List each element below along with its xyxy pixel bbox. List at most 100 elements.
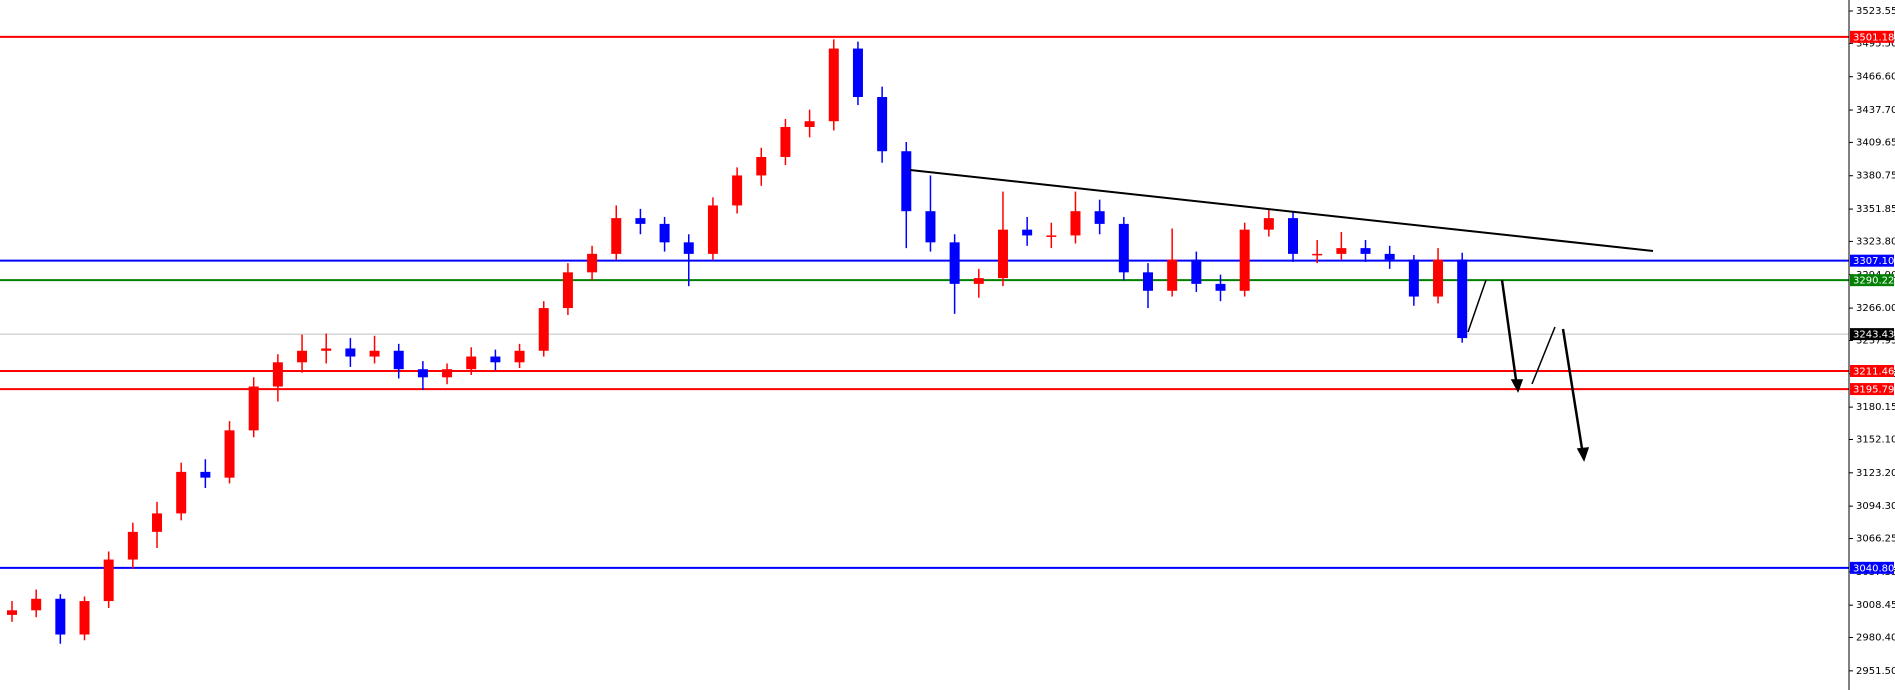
price-label: 3195.79 bbox=[1853, 385, 1894, 396]
candle-body bbox=[369, 350, 380, 357]
candle-body bbox=[1167, 259, 1178, 291]
candle-body bbox=[1288, 218, 1299, 254]
candle-body bbox=[562, 272, 573, 309]
candle-body bbox=[683, 242, 694, 254]
candle-body bbox=[611, 218, 622, 254]
price-label-box bbox=[1850, 383, 1894, 396]
price-label-box bbox=[1850, 364, 1894, 377]
price-label-box bbox=[1850, 30, 1894, 43]
candle-body bbox=[780, 126, 791, 157]
price-label: 3040.80 bbox=[1853, 563, 1894, 574]
candle-body bbox=[804, 121, 815, 127]
candle-body bbox=[635, 218, 646, 224]
y-tick-label: 3523.55 bbox=[1856, 6, 1895, 17]
y-tick-label: 3180.15 bbox=[1856, 402, 1895, 413]
candle-body bbox=[272, 362, 283, 387]
price-label: 3290.22 bbox=[1853, 276, 1894, 287]
candle-body bbox=[1360, 248, 1371, 254]
candle-body bbox=[587, 253, 598, 273]
candle-body bbox=[127, 531, 138, 560]
candle-body bbox=[7, 610, 17, 615]
candle-body bbox=[1384, 253, 1395, 260]
candle-body bbox=[200, 471, 211, 478]
y-tick-label: 3266.00 bbox=[1856, 303, 1895, 314]
candle-body bbox=[345, 348, 356, 357]
arrow-line bbox=[1467, 279, 1487, 333]
y-tick-label: 3437.70 bbox=[1856, 105, 1895, 116]
candle-body bbox=[224, 430, 235, 478]
price-label: 3243.43 bbox=[1853, 330, 1894, 341]
projection bbox=[1467, 279, 1590, 462]
y-tick-label: 3409.65 bbox=[1856, 137, 1895, 148]
candle-body bbox=[1046, 235, 1057, 237]
y-tick-label: 3237.95 bbox=[1856, 335, 1895, 346]
candle-body bbox=[1094, 211, 1105, 224]
candle-body bbox=[176, 471, 187, 514]
candle-body bbox=[490, 356, 501, 363]
arrow-line bbox=[1561, 328, 1585, 456]
y-tick-label: 2951.50 bbox=[1856, 666, 1895, 677]
plot bbox=[0, 35, 1849, 644]
candle-body bbox=[973, 278, 984, 284]
candle-body bbox=[31, 598, 42, 611]
candle-body bbox=[321, 348, 332, 351]
price-label-box bbox=[1850, 328, 1894, 341]
y-tick-label: 3066.25 bbox=[1856, 533, 1895, 544]
candle-body bbox=[1433, 259, 1444, 297]
candle-body bbox=[1239, 229, 1250, 291]
candle-body bbox=[877, 97, 888, 152]
candle-body bbox=[538, 308, 549, 351]
candle-body bbox=[756, 156, 767, 176]
price-label-box bbox=[1850, 274, 1894, 287]
price-scale: 3523.55 3495.50 3466.60 3437.70 3409.65 3380.… bbox=[1849, 6, 1895, 677]
candle-body bbox=[852, 48, 863, 98]
candle-body bbox=[1336, 248, 1347, 254]
candle-body bbox=[1191, 259, 1202, 284]
candle-body bbox=[1408, 259, 1419, 297]
candle-body bbox=[1142, 272, 1153, 291]
candle-body bbox=[103, 559, 114, 602]
trend-line bbox=[909, 169, 1654, 252]
candle-body bbox=[248, 386, 259, 431]
arrow-head bbox=[1510, 379, 1524, 393]
candle-body bbox=[707, 205, 718, 254]
candle-body bbox=[297, 350, 308, 363]
arrow-line bbox=[1531, 326, 1556, 385]
candle-body bbox=[514, 350, 525, 363]
candle-body bbox=[1070, 211, 1081, 236]
price-label-box bbox=[1850, 561, 1894, 574]
candle-body bbox=[1457, 259, 1468, 339]
candle-body bbox=[925, 211, 936, 243]
candle-body bbox=[1263, 218, 1274, 230]
candle-body bbox=[393, 350, 404, 370]
y-tick-label: 3466.60 bbox=[1856, 72, 1895, 83]
candle-body bbox=[55, 598, 66, 635]
price-label: 3501.18 bbox=[1853, 32, 1894, 43]
y-tick-label: 2980.40 bbox=[1856, 633, 1895, 644]
candle-body bbox=[1118, 223, 1129, 273]
y-tick-label: 3152.10 bbox=[1856, 434, 1895, 445]
candle-body bbox=[417, 369, 428, 378]
y-tick-label: 3351.85 bbox=[1856, 204, 1895, 215]
candle-body bbox=[949, 242, 960, 284]
y-tick-label: 3008.45 bbox=[1856, 600, 1895, 611]
candle-body bbox=[828, 48, 839, 122]
arrow-line bbox=[1500, 279, 1519, 388]
candle-body bbox=[79, 601, 90, 635]
price-label: 3211.46 bbox=[1853, 366, 1894, 377]
candle-body bbox=[1022, 229, 1033, 236]
y-tick-label: 3094.30 bbox=[1856, 501, 1895, 512]
candle-body bbox=[152, 513, 163, 532]
arrow-head bbox=[1576, 447, 1590, 462]
candle-body bbox=[659, 223, 670, 243]
y-tick-label: 3380.75 bbox=[1856, 171, 1895, 182]
candle-body bbox=[997, 229, 1008, 279]
candle-body bbox=[901, 151, 912, 212]
price-label: 3307.10 bbox=[1853, 256, 1894, 267]
price-label-box bbox=[1850, 254, 1894, 267]
y-tick-label: 3495.50 bbox=[1856, 38, 1895, 49]
candle-body bbox=[1312, 253, 1323, 256]
y-tick-label: 3323.80 bbox=[1856, 236, 1895, 247]
